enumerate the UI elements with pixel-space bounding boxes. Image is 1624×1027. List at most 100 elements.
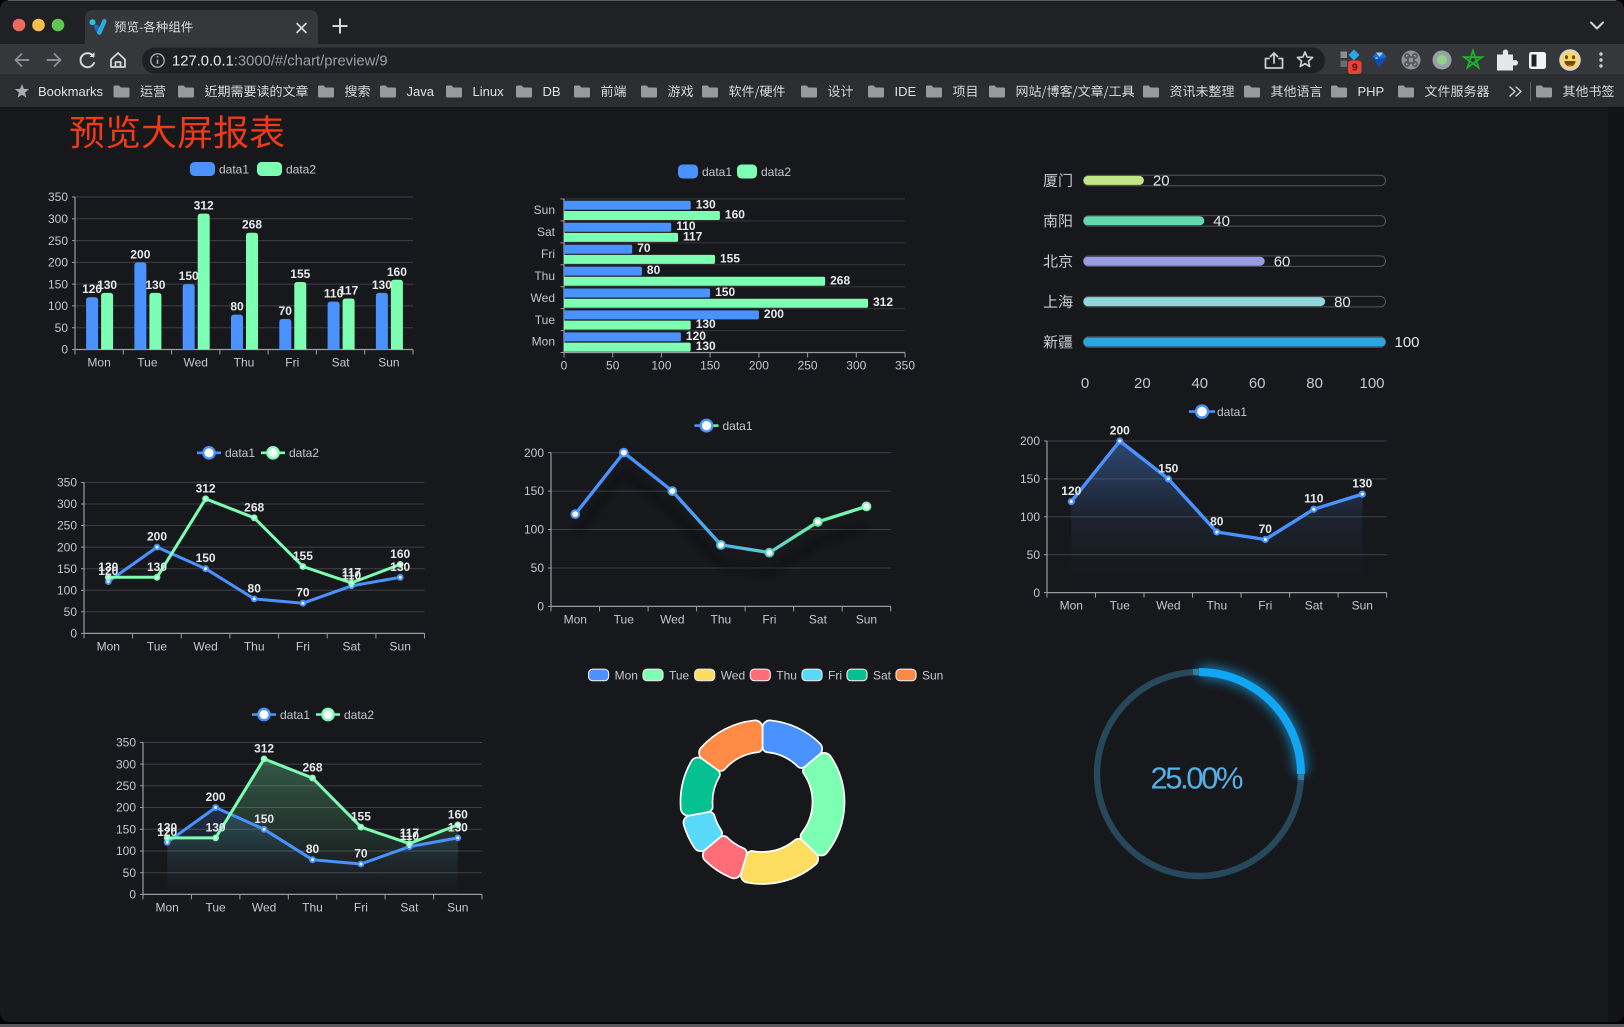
- svg-text:250: 250: [57, 519, 77, 533]
- svg-text:150: 150: [57, 562, 77, 576]
- svg-text:250: 250: [798, 359, 818, 373]
- svg-text:data1: data1: [280, 708, 310, 722]
- svg-text:60: 60: [1249, 375, 1266, 392]
- svg-text:150: 150: [1020, 472, 1040, 486]
- svg-text:150: 150: [254, 812, 274, 826]
- svg-text:Sun: Sun: [856, 612, 877, 626]
- svg-text:Sat: Sat: [537, 225, 556, 239]
- svg-text:Linux: Linux: [473, 84, 505, 99]
- svg-text:Mon: Mon: [615, 668, 638, 682]
- svg-text:80: 80: [248, 581, 262, 595]
- svg-text:Sun: Sun: [922, 668, 943, 682]
- svg-text:110: 110: [400, 829, 420, 843]
- svg-text:Tue: Tue: [1110, 599, 1131, 613]
- svg-text:0: 0: [61, 343, 68, 357]
- svg-text:Tue: Tue: [535, 313, 556, 327]
- svg-text:Wed: Wed: [1156, 599, 1180, 613]
- svg-text:80: 80: [306, 842, 320, 856]
- svg-text:Mon: Mon: [564, 612, 587, 626]
- svg-text:350: 350: [57, 476, 77, 490]
- svg-text:100: 100: [524, 523, 544, 537]
- svg-text:100: 100: [1020, 510, 1040, 524]
- svg-text:110: 110: [676, 219, 696, 233]
- svg-text:100: 100: [1395, 334, 1420, 351]
- svg-text:350: 350: [895, 359, 915, 373]
- svg-text:25.00%: 25.00%: [1151, 761, 1244, 796]
- svg-text:200: 200: [130, 247, 150, 261]
- svg-text:Thu: Thu: [244, 639, 265, 653]
- svg-text:80: 80: [1334, 294, 1351, 311]
- svg-text:130: 130: [696, 317, 716, 331]
- svg-text:100: 100: [48, 299, 68, 313]
- svg-text:120: 120: [686, 329, 706, 343]
- svg-text:60: 60: [1274, 253, 1291, 270]
- svg-text:Fri: Fri: [1258, 599, 1272, 613]
- svg-text:50: 50: [55, 321, 69, 335]
- svg-text:130: 130: [147, 560, 167, 574]
- svg-text:110: 110: [342, 568, 362, 582]
- svg-text:70: 70: [1259, 522, 1273, 536]
- svg-text:150: 150: [196, 551, 216, 565]
- svg-text:Sun: Sun: [378, 356, 399, 370]
- svg-text:150: 150: [700, 359, 720, 373]
- svg-text:120: 120: [82, 282, 102, 296]
- svg-text:130: 130: [206, 820, 226, 834]
- svg-text:Wed: Wed: [183, 356, 207, 370]
- svg-text:155: 155: [720, 251, 740, 265]
- svg-text:Thu: Thu: [711, 612, 732, 626]
- svg-text:200: 200: [1020, 434, 1040, 448]
- svg-text:250: 250: [116, 779, 136, 793]
- svg-text:80: 80: [230, 300, 244, 314]
- svg-text:Thu: Thu: [1206, 599, 1227, 613]
- svg-text:312: 312: [194, 199, 214, 213]
- svg-text:130: 130: [696, 197, 716, 211]
- svg-text:117: 117: [683, 229, 703, 243]
- svg-text:50: 50: [123, 866, 137, 880]
- svg-text:160: 160: [387, 265, 407, 279]
- svg-text:200: 200: [524, 446, 544, 460]
- svg-text:127.0.0.1: 127.0.0.1: [172, 53, 234, 69]
- svg-text:312: 312: [196, 481, 216, 495]
- svg-text:Sat: Sat: [1305, 599, 1324, 613]
- svg-text:data2: data2: [344, 708, 374, 722]
- svg-text:Sat: Sat: [873, 668, 892, 682]
- svg-text:Fri: Fri: [541, 247, 555, 261]
- svg-text:120: 120: [1061, 484, 1081, 498]
- svg-text:20: 20: [1153, 173, 1170, 190]
- svg-text:50: 50: [606, 359, 620, 373]
- svg-text:117: 117: [342, 565, 362, 579]
- svg-text:70: 70: [354, 847, 368, 861]
- svg-text:0: 0: [70, 627, 77, 641]
- svg-text:70: 70: [637, 241, 651, 255]
- svg-text:150: 150: [179, 269, 199, 283]
- svg-text:150: 150: [48, 277, 68, 291]
- svg-text:Wed: Wed: [531, 291, 555, 305]
- svg-text:DB: DB: [543, 84, 561, 99]
- svg-text:data1: data1: [219, 162, 249, 176]
- svg-text:data1: data1: [1217, 405, 1247, 419]
- svg-text::3000/#/chart/preview/9: :3000/#/chart/preview/9: [234, 53, 388, 69]
- svg-text:100: 100: [1359, 375, 1384, 392]
- svg-text:PHP: PHP: [1358, 84, 1385, 99]
- svg-text:Sat: Sat: [809, 612, 828, 626]
- svg-text:268: 268: [244, 500, 264, 514]
- svg-text:0: 0: [537, 600, 544, 614]
- svg-text:268: 268: [302, 761, 322, 775]
- svg-text:268: 268: [242, 218, 262, 232]
- svg-text:Bookmarks: Bookmarks: [38, 84, 104, 99]
- svg-text:300: 300: [48, 212, 68, 226]
- svg-text:Thu: Thu: [302, 900, 323, 914]
- svg-text:Tue: Tue: [614, 612, 635, 626]
- svg-text:Java: Java: [407, 84, 435, 99]
- svg-text:130: 130: [98, 560, 118, 574]
- svg-text:Mon: Mon: [87, 356, 110, 370]
- svg-text:80: 80: [647, 263, 661, 277]
- svg-text:200: 200: [206, 790, 226, 804]
- svg-text:Wed: Wed: [660, 612, 684, 626]
- svg-text:150: 150: [715, 285, 735, 299]
- svg-text:20: 20: [1134, 375, 1151, 392]
- svg-text:155: 155: [351, 810, 371, 824]
- svg-text:Sun: Sun: [1352, 599, 1373, 613]
- svg-text:130: 130: [696, 339, 716, 353]
- svg-text:160: 160: [725, 208, 745, 222]
